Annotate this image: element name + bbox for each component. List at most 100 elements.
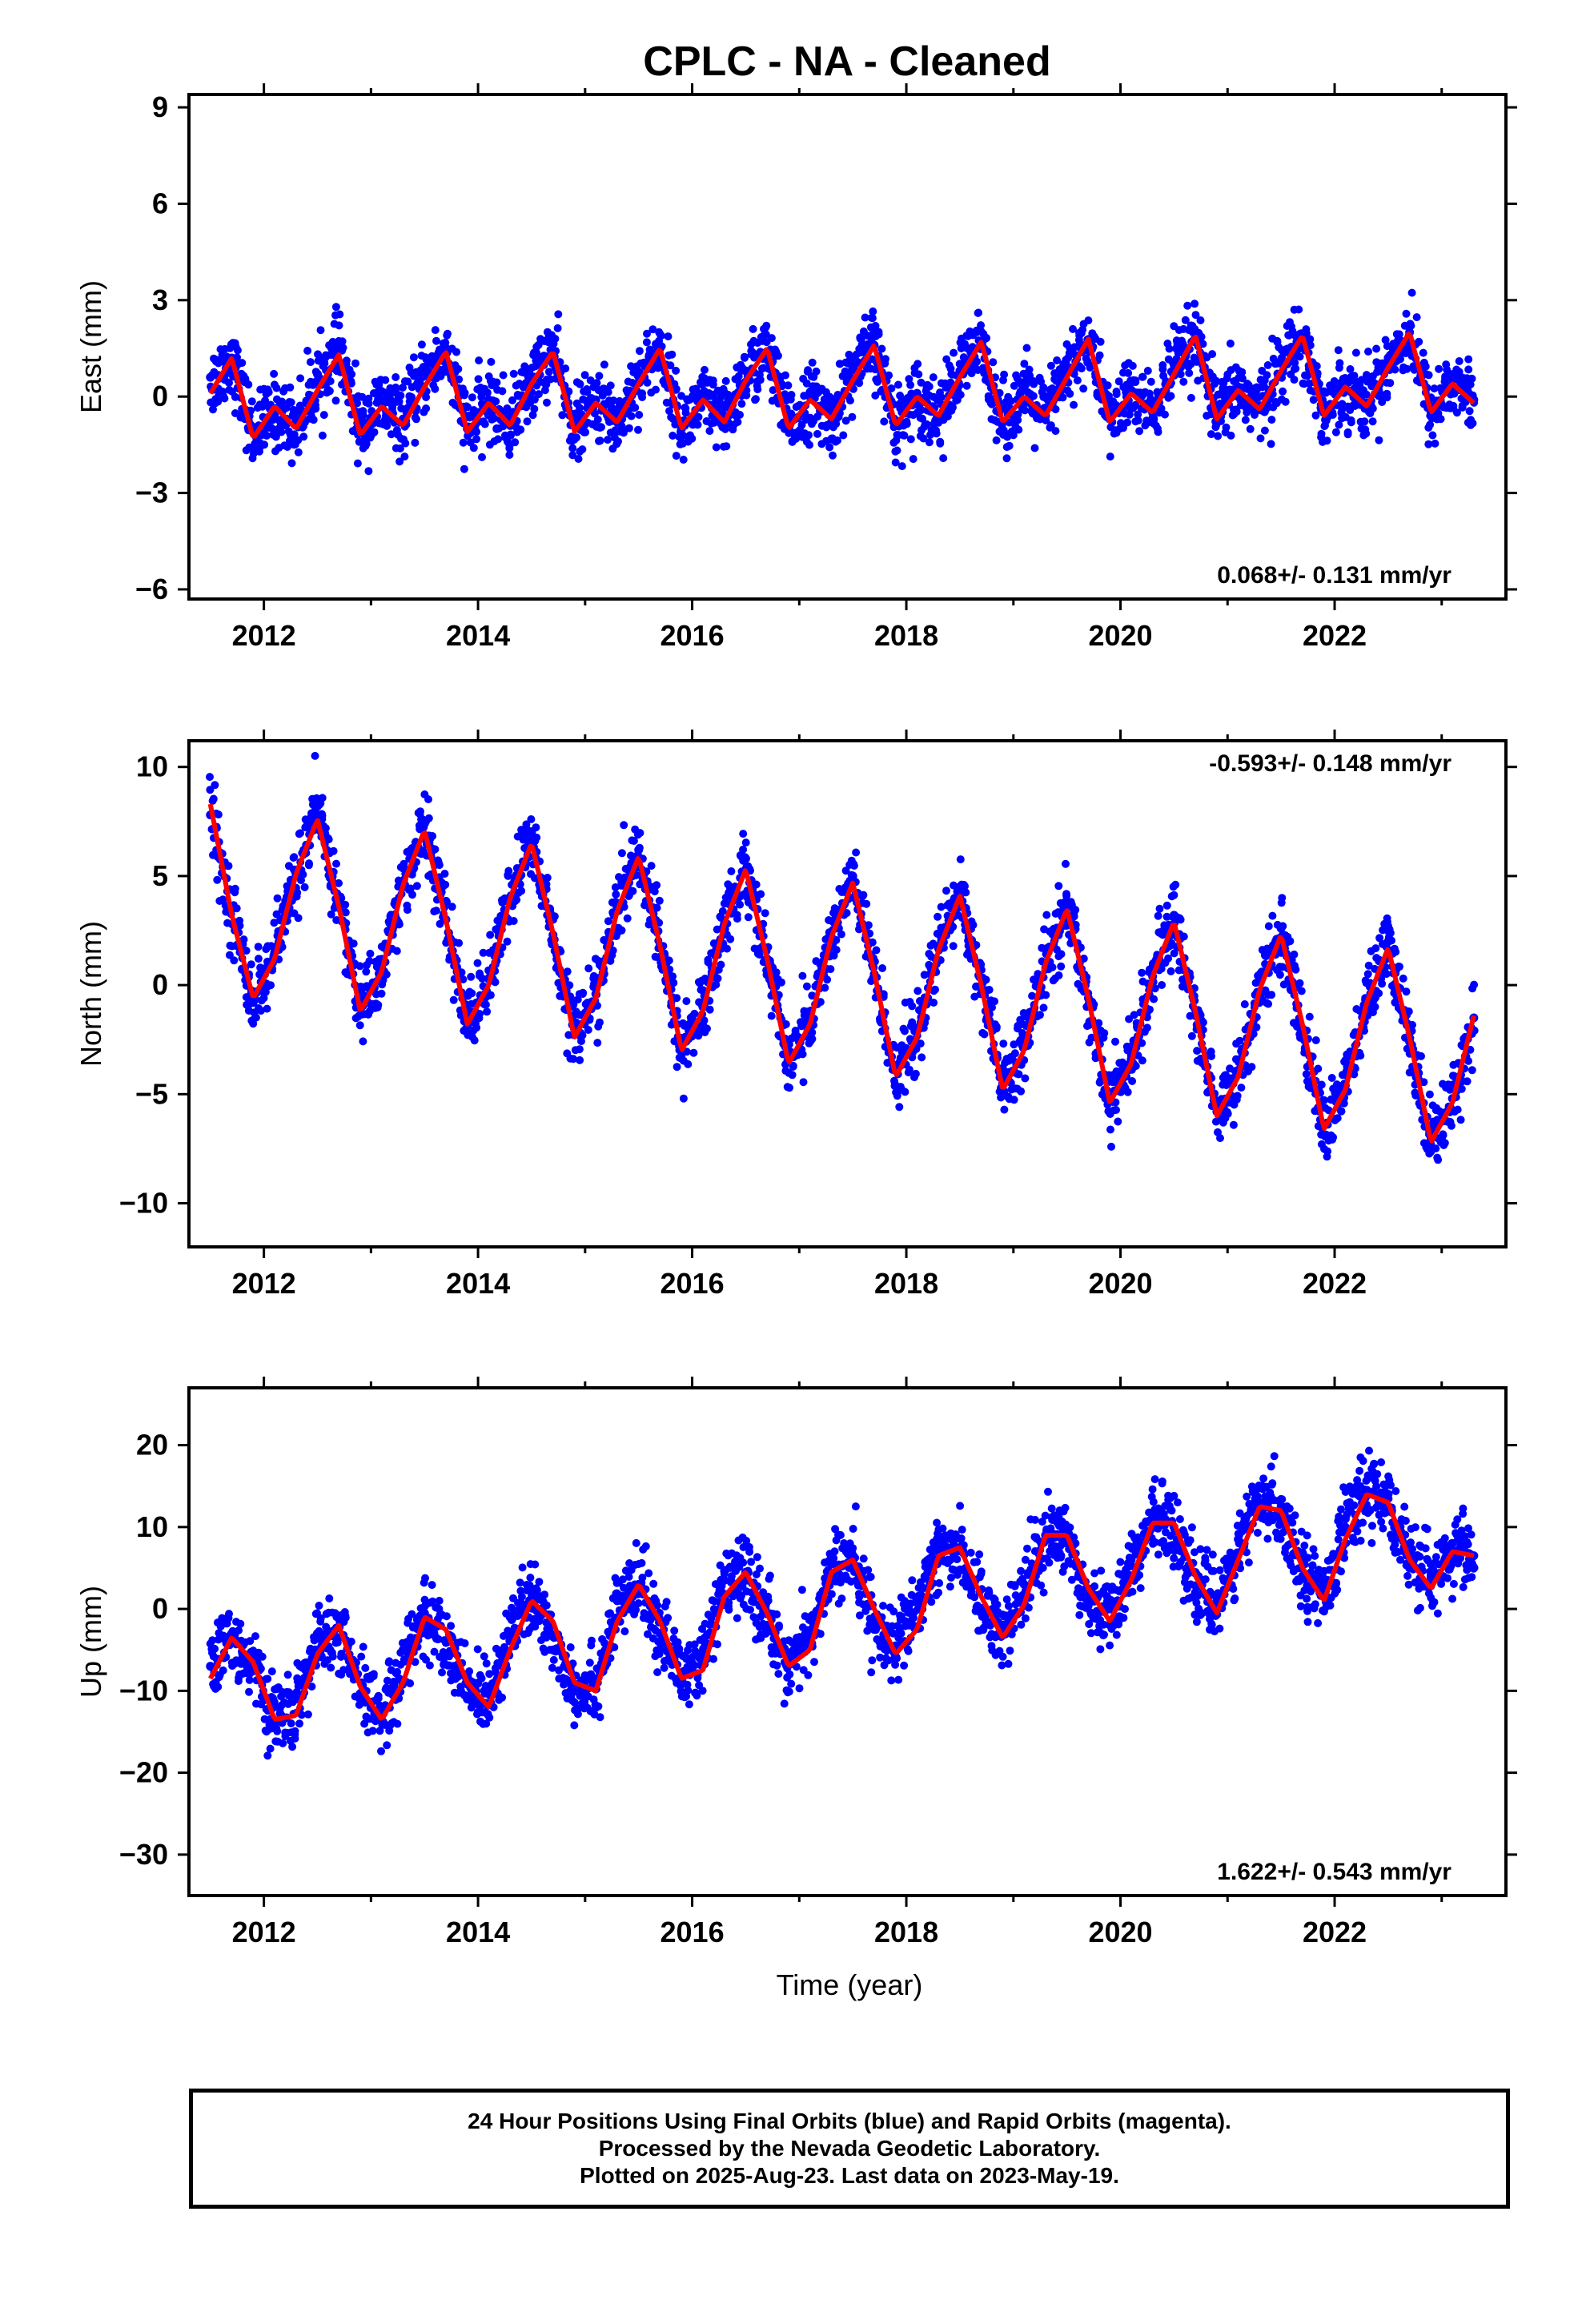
data-point [391, 383, 400, 392]
data-point [1267, 440, 1275, 448]
data-point [1350, 372, 1359, 380]
y-tick-label: 0 [152, 380, 168, 412]
data-point [1020, 360, 1029, 368]
data-point [668, 350, 677, 359]
data-point [531, 362, 540, 371]
data-point [561, 364, 570, 373]
data-point [1146, 377, 1155, 386]
data-point [1407, 288, 1416, 297]
data-point [443, 898, 451, 907]
data-point [359, 1037, 367, 1046]
data-point [1277, 899, 1286, 907]
data-point [1114, 1117, 1122, 1126]
data-point [1125, 410, 1134, 419]
data-point [349, 939, 358, 948]
data-point [781, 1020, 790, 1028]
data-point [1157, 964, 1166, 973]
data-point [347, 370, 356, 379]
data-point [224, 862, 233, 870]
data-point [905, 375, 913, 384]
data-point [829, 451, 837, 460]
data-point [919, 434, 928, 443]
data-point [805, 431, 813, 440]
data-point [781, 371, 789, 380]
data-point [242, 947, 251, 955]
data-point [848, 412, 857, 421]
data-point [358, 392, 367, 401]
data-point [1185, 368, 1194, 377]
data-point [494, 435, 503, 444]
data-point [1343, 428, 1352, 436]
data-point [864, 921, 873, 930]
data-point [1368, 404, 1377, 413]
data-point [1295, 305, 1303, 314]
data-point [377, 398, 387, 408]
data-point [997, 1093, 1006, 1102]
data-point [652, 881, 661, 890]
data-point [593, 1039, 602, 1047]
data-point [901, 1088, 909, 1096]
data-point [251, 1013, 260, 1022]
data-point [785, 1084, 793, 1092]
data-point [1143, 367, 1152, 375]
data-point [517, 887, 526, 895]
data-point [412, 415, 420, 424]
data-point [249, 1019, 258, 1028]
data-point [1096, 337, 1105, 346]
data-point [772, 968, 781, 977]
data-point [1186, 393, 1195, 402]
data-point [869, 307, 877, 316]
data-point [1054, 971, 1063, 979]
data-point [733, 418, 742, 426]
data-point [767, 1011, 776, 1020]
data-point [1331, 428, 1340, 436]
data-point [992, 1024, 1001, 1033]
data-point [1166, 967, 1175, 975]
data-point [578, 1031, 587, 1039]
data-point [235, 921, 244, 930]
data-point [1263, 371, 1271, 380]
data-point [672, 452, 681, 460]
y-tick-label: 9 [152, 90, 168, 123]
data-point [1232, 1096, 1241, 1104]
data-point [681, 404, 690, 412]
data-point [351, 359, 359, 368]
data-point [1360, 417, 1369, 426]
data-point [914, 370, 923, 379]
data-point [985, 986, 994, 994]
data-point [665, 956, 673, 965]
data-point [230, 956, 239, 965]
data-point [1029, 377, 1038, 385]
data-point [499, 371, 508, 380]
data-point [338, 337, 347, 346]
data-point [643, 329, 651, 338]
data-point [1309, 396, 1318, 404]
data-point [1000, 1105, 1009, 1114]
data-point [1000, 370, 1009, 379]
data-point [891, 458, 900, 467]
data-point [753, 381, 761, 390]
data-point [878, 964, 887, 972]
data-point [885, 371, 893, 380]
data-point [980, 1030, 989, 1039]
data-point [362, 440, 371, 448]
data-point [1222, 423, 1231, 432]
data-point [1391, 365, 1399, 374]
data-point [802, 982, 811, 991]
data-point [1170, 891, 1178, 899]
data-point [364, 467, 373, 476]
data-point [270, 369, 279, 378]
data-point [947, 406, 956, 415]
data-point [1191, 300, 1199, 308]
data-point [628, 887, 637, 895]
data-point [408, 392, 416, 401]
data-point [855, 379, 864, 388]
data-point [679, 456, 688, 464]
data-point [441, 880, 450, 889]
data-point [1062, 890, 1070, 899]
data-point [672, 366, 681, 375]
data-point [355, 1021, 364, 1030]
data-point [319, 411, 328, 420]
data-point [693, 420, 701, 429]
